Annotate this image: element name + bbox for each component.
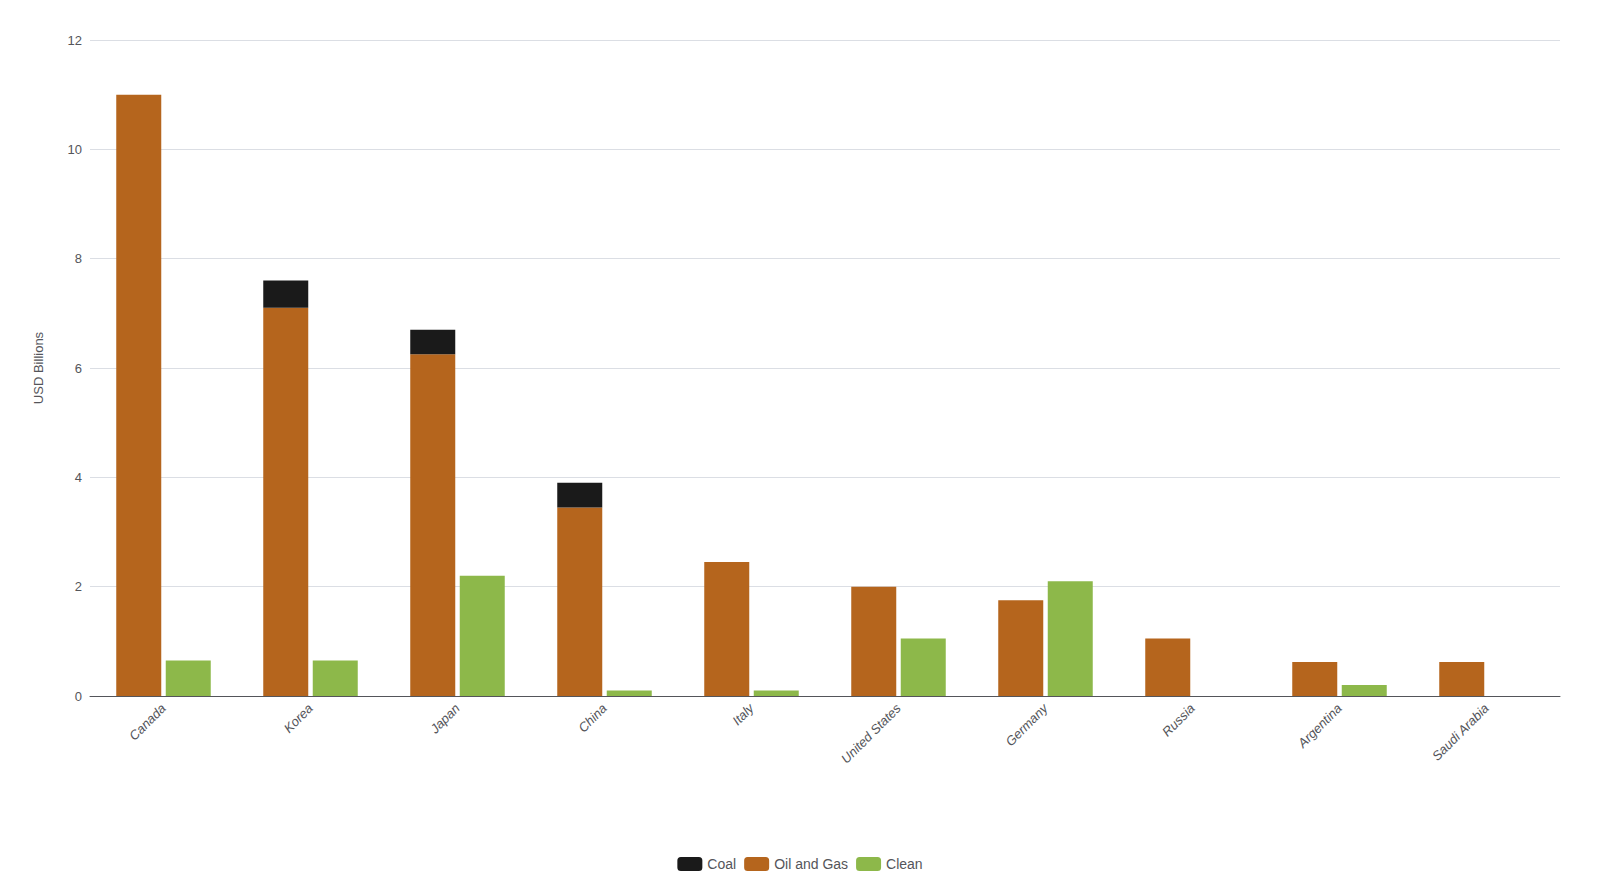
svg-text:USD Billions: USD Billions <box>31 331 46 404</box>
svg-text:Canada: Canada <box>126 701 169 744</box>
svg-text:6: 6 <box>75 361 82 376</box>
svg-text:Coal: Coal <box>707 856 736 872</box>
svg-text:Clean: Clean <box>886 856 923 872</box>
svg-text:Korea: Korea <box>281 701 316 736</box>
svg-text:2: 2 <box>75 579 82 594</box>
svg-text:Italy: Italy <box>729 700 758 729</box>
svg-text:Russia: Russia <box>1159 701 1198 740</box>
svg-text:Oil and Gas: Oil and Gas <box>774 856 848 872</box>
svg-text:China: China <box>575 701 610 736</box>
svg-text:Germany: Germany <box>1002 700 1051 749</box>
svg-text:Saudi Arabia: Saudi Arabia <box>1429 701 1492 764</box>
svg-text:12: 12 <box>68 33 82 48</box>
svg-text:Japan: Japan <box>426 701 462 737</box>
svg-text:0: 0 <box>75 689 82 704</box>
svg-text:8: 8 <box>75 251 82 266</box>
svg-text:United States: United States <box>838 700 904 766</box>
svg-text:4: 4 <box>75 470 82 485</box>
svg-text:Argentina: Argentina <box>1294 701 1345 752</box>
svg-text:10: 10 <box>68 142 82 157</box>
